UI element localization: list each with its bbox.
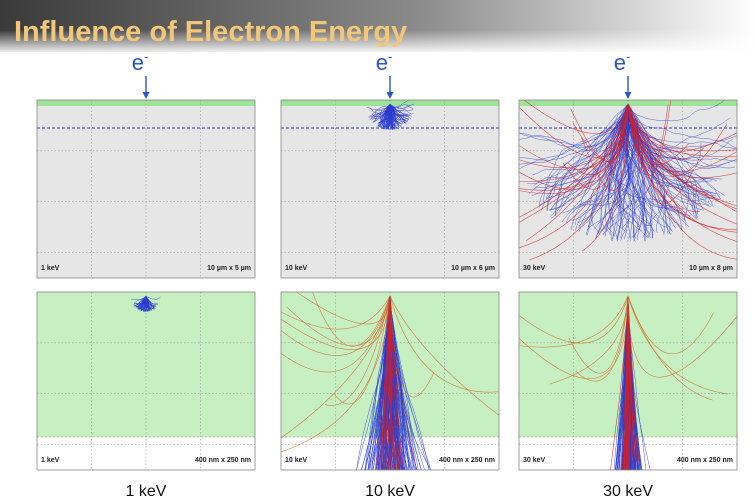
energy-caption: 30 keV	[603, 483, 653, 500]
energy-caption: 10 keV	[365, 483, 415, 500]
simulation-panel: 1 keV 10 µm x 5 µm	[37, 100, 255, 278]
beam-base: e	[376, 50, 388, 75]
panel-energy: 10 keV	[285, 265, 308, 272]
panel-plot	[37, 292, 255, 470]
simulation-panel: 30 keV 10 µm x 8 µm	[463, 72, 755, 278]
panel-plot	[281, 97, 499, 278]
panel-size: 10 µm x 6 µm	[451, 265, 495, 272]
beam-label: e-	[132, 49, 149, 75]
panel-size: 400 nm x 250 nm	[439, 457, 495, 464]
simulation-panel: 30 keV 400 nm x 250 nm	[482, 282, 748, 488]
slide: Influence of Electron Energy e-1 keV10 µ…	[0, 0, 755, 503]
slide-title: Influence of Electron Energy	[14, 16, 407, 48]
beam-arrowhead	[387, 92, 394, 99]
beam-base: e	[614, 50, 626, 75]
simulation-panel: 1 keV 400 nm x 250 nm	[37, 292, 255, 470]
beam-sup: -	[388, 49, 392, 64]
beam-label: e-	[376, 49, 393, 75]
panel-size: 400 nm x 250 nm	[195, 457, 251, 464]
simulation-panel: 10 keV 400 nm x 250 nm	[241, 281, 538, 488]
panel-energy: 30 keV	[523, 457, 546, 464]
panel-energy: 10 keV	[285, 457, 308, 464]
panel-size: 400 nm x 250 nm	[677, 457, 733, 464]
panel-size: 10 µm x 8 µm	[689, 265, 733, 272]
beam-sup: -	[144, 49, 148, 64]
panel-energy: 1 keV	[41, 457, 60, 464]
beam-arrowhead	[143, 92, 150, 99]
panel-plot	[463, 72, 755, 278]
panel-plot	[37, 100, 255, 278]
beam-sup: -	[626, 49, 630, 64]
panel-energy: 1 keV	[41, 265, 60, 272]
beam-arrowhead	[625, 92, 632, 99]
beam-base: e	[132, 50, 144, 75]
panel-size: 10 µm x 5 µm	[207, 265, 251, 272]
energy-caption: 1 keV	[126, 483, 167, 500]
simulation-panel: 10 keV 10 µm x 6 µm	[281, 97, 499, 278]
beam-label: e-	[614, 49, 631, 75]
panel-energy: 30 keV	[523, 265, 546, 272]
